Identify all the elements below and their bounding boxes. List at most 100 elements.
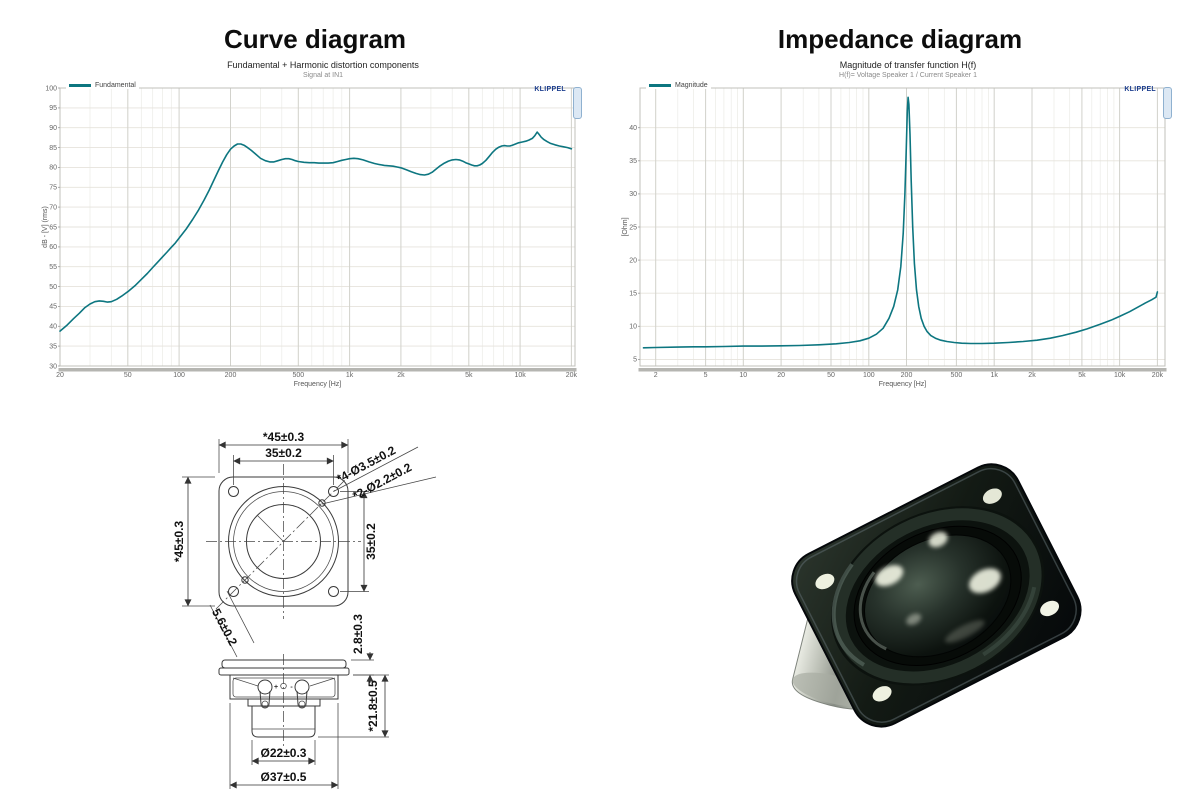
svg-text:20: 20 — [777, 372, 785, 379]
corner-hole — [228, 486, 239, 497]
svg-text:20k: 20k — [566, 372, 578, 379]
svg-text:100: 100 — [173, 372, 185, 379]
dim-hole-pitch-h: 35±0.2 — [265, 446, 302, 460]
dim-flange-width: *45±0.3 — [263, 430, 305, 444]
svg-text:200: 200 — [225, 372, 237, 379]
impedance-diagram-heading: Impedance diagram — [777, 24, 1023, 54]
speaker-product-photo — [791, 463, 1082, 728]
svg-text:85: 85 — [49, 145, 57, 152]
chart-plot-area: 30 35 40 45 50 55 60 65 70 75 80 85 90 95 100 20 50 100 20… — [40, 81, 590, 397]
svg-text:10k: 10k — [514, 372, 526, 379]
svg-text:500: 500 — [292, 372, 304, 379]
curve-plot-svg: 30 35 40 45 50 55 60 65 70 75 80 85 90 95 100 20 50 100 20… — [42, 85, 578, 388]
svg-text:500: 500 — [951, 372, 963, 379]
dim-flange-height: *45±0.3 — [172, 521, 186, 563]
svg-text:40: 40 — [49, 324, 57, 331]
svg-text:dB - [V] (rms): dB - [V] (rms) — [42, 206, 49, 248]
svg-text:80: 80 — [49, 165, 57, 172]
legend: Fundamental — [66, 81, 139, 89]
mounting-hole — [1040, 600, 1060, 617]
curve-chart: Fundamental + Harmonic distortion compon… — [40, 60, 590, 398]
dimension-drawing: *45±0.3 35±0.2 *45±0.3 35±0.2 *4-Ø3.5±0.… — [172, 430, 437, 789]
speaker-front — [791, 463, 1082, 728]
svg-text:75: 75 — [49, 185, 57, 192]
dim-total-depth: *21.8±0.5 — [366, 680, 380, 732]
svg-text:200: 200 — [901, 372, 913, 379]
svg-text:25: 25 — [629, 224, 637, 231]
mounting-hole — [815, 573, 835, 590]
terminal-plus-label: + — [274, 684, 278, 691]
svg-text:50: 50 — [827, 372, 835, 379]
chart-subtitle: Signal at IN1 — [302, 72, 344, 79]
svg-text:50: 50 — [124, 372, 132, 379]
corner-hole — [328, 586, 339, 597]
svg-text:5k: 5k — [465, 372, 473, 379]
legend-label: Magnitude — [675, 81, 708, 89]
dim-small-hole-offset: 5.6±0.2 — [209, 606, 240, 648]
dim-hole-pitch-v: 35±0.2 — [364, 523, 378, 560]
svg-text:[Ohm]: [Ohm] — [622, 217, 629, 236]
front-view: *45±0.3 35±0.2 *45±0.3 35±0.2 *4-Ø3.5±0.… — [172, 430, 437, 658]
svg-text:35: 35 — [629, 158, 637, 165]
legend-line-swatch — [649, 83, 671, 87]
svg-text:100: 100 — [45, 85, 57, 92]
svg-text:1k: 1k — [990, 372, 998, 379]
svg-text:20: 20 — [629, 257, 637, 264]
dim-gasket-thickness: 2.8±0.3 — [351, 614, 365, 654]
chart-plot-area: 5 10 15 20 25 30 35 40 2 5 10 20 50 100 200 500 1k 2k 5k 10… — [620, 81, 1180, 397]
svg-text:45: 45 — [49, 304, 57, 311]
svg-text:5k: 5k — [1078, 372, 1086, 379]
svg-text:40: 40 — [629, 125, 637, 132]
legend-label: Fundamental — [95, 81, 136, 89]
svg-text:55: 55 — [49, 264, 57, 271]
klippel-logo: KLIPPEL — [534, 86, 566, 93]
chart-title: Fundamental + Harmonic distortion compon… — [227, 60, 419, 70]
svg-text:30: 30 — [49, 363, 57, 370]
svg-text:70: 70 — [49, 204, 57, 211]
svg-text:2k: 2k — [1028, 372, 1036, 379]
mounting-hole — [872, 686, 892, 702]
dim-basket-dia: Ø37±0.5 — [261, 770, 307, 784]
mounting-hole — [982, 488, 1002, 504]
klippel-logo: KLIPPEL — [1124, 86, 1156, 93]
curve-diagram-heading: Curve diagram — [223, 24, 407, 54]
legend: Magnitude — [646, 81, 711, 89]
chart-scrollbar[interactable] — [573, 87, 582, 119]
svg-text:20: 20 — [56, 372, 64, 379]
legend-line-swatch — [69, 83, 91, 87]
svg-text:95: 95 — [49, 105, 57, 112]
svg-text:90: 90 — [49, 125, 57, 132]
svg-text:30: 30 — [629, 191, 637, 198]
svg-text:15: 15 — [629, 291, 637, 298]
chart-scrollbar[interactable] — [1163, 87, 1172, 119]
svg-text:60: 60 — [49, 244, 57, 251]
svg-text:Frequency [Hz]: Frequency [Hz] — [879, 381, 927, 388]
surround — [833, 508, 1042, 684]
corner-hole — [228, 586, 239, 597]
corner-hole — [328, 486, 339, 497]
svg-text:20k: 20k — [1152, 372, 1164, 379]
svg-text:10: 10 — [739, 372, 747, 379]
svg-text:100: 100 — [863, 372, 875, 379]
magnet-outline — [251, 705, 316, 738]
impedance-chart: Magnitude of transfer function H(f) H(f)… — [620, 60, 1180, 398]
svg-text:2: 2 — [654, 372, 658, 379]
chart-subtitle: H(f)= Voltage Speaker 1 / Current Speake… — [839, 72, 977, 79]
small-hole — [318, 499, 326, 507]
chart-title: Magnitude of transfer function H(f) — [839, 60, 977, 70]
svg-text:65: 65 — [49, 224, 57, 231]
side-view: + - 2.8±0.3 *21.8±0.5 Ø22±0.3 Ø37±0.5 — [218, 614, 389, 789]
dim-magnet-dia: Ø22±0.3 — [261, 746, 307, 760]
svg-text:50: 50 — [49, 284, 57, 291]
small-hole — [241, 576, 249, 584]
svg-text:10: 10 — [629, 324, 637, 331]
svg-text:35: 35 — [49, 343, 57, 350]
svg-text:5: 5 — [704, 372, 708, 379]
svg-text:2k: 2k — [397, 372, 405, 379]
svg-text:10k: 10k — [1114, 372, 1126, 379]
terminal-minus-label: - — [290, 684, 293, 691]
svg-text:1k: 1k — [346, 372, 354, 379]
svg-text:Frequency [Hz]: Frequency [Hz] — [294, 381, 342, 388]
svg-text:5: 5 — [633, 357, 637, 364]
